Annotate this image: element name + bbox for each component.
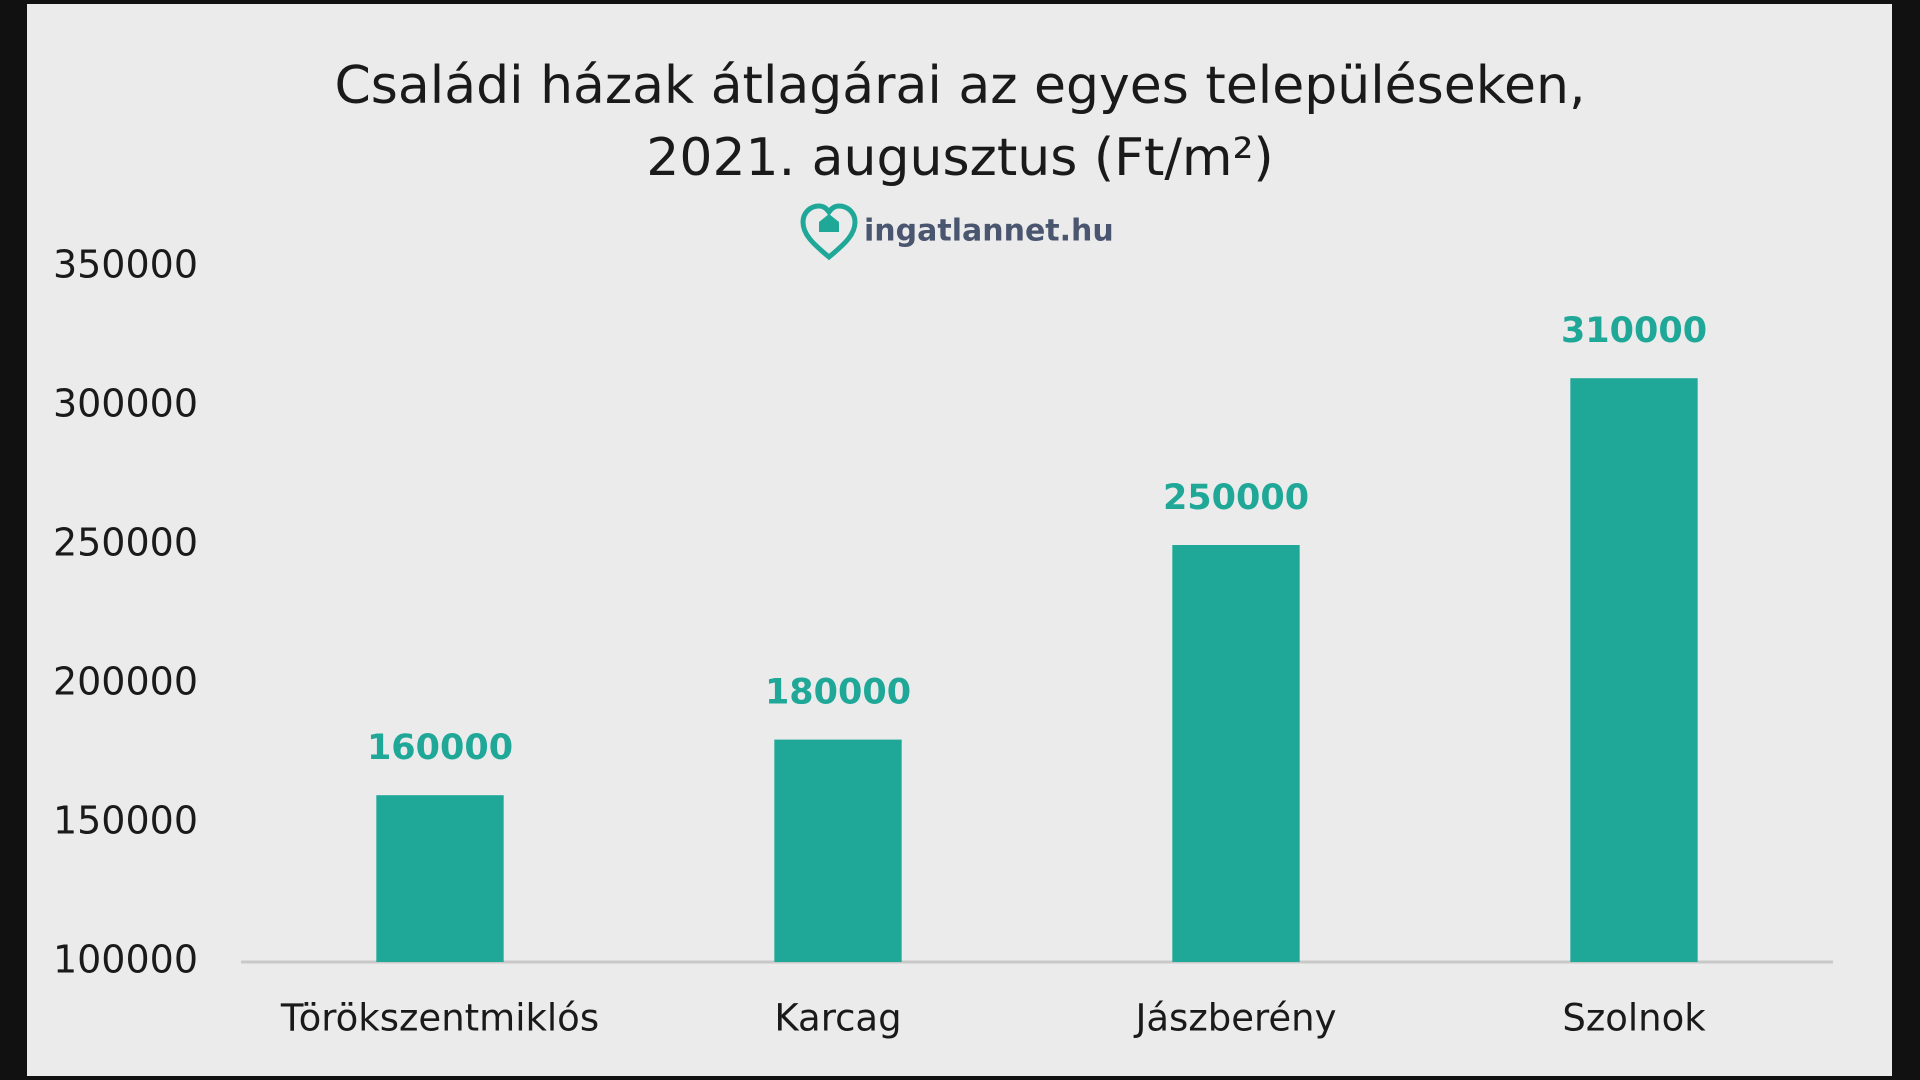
y-tick-label: 100000 (53, 938, 198, 982)
value-label: 160000 (367, 728, 513, 768)
x-tick-label: Szolnok (1562, 997, 1706, 1040)
logo-icon (800, 203, 858, 261)
value-label: 180000 (765, 673, 911, 713)
y-tick-label: 300000 (53, 382, 198, 426)
y-tick-label: 200000 (53, 660, 198, 704)
value-label: 250000 (1163, 478, 1309, 518)
chart-title: Családi házak átlagárai az egyes települ… (335, 56, 1586, 116)
bar (774, 739, 902, 962)
value-label: 310000 (1561, 311, 1707, 351)
chart-title: 2021. augusztus (Ft/m²) (646, 128, 1273, 188)
logo-text: ingatlannet.hu (864, 214, 1114, 249)
bar (1570, 378, 1698, 962)
bar (376, 795, 504, 962)
y-tick-label: 250000 (53, 521, 198, 565)
x-tick-label: Törökszentmiklós (280, 997, 599, 1040)
y-tick-label: 350000 (53, 243, 198, 287)
bar (1172, 545, 1300, 962)
y-tick-label: 150000 (53, 799, 198, 843)
x-tick-label: Jászberény (1133, 997, 1336, 1040)
x-tick-label: Karcag (774, 997, 901, 1040)
